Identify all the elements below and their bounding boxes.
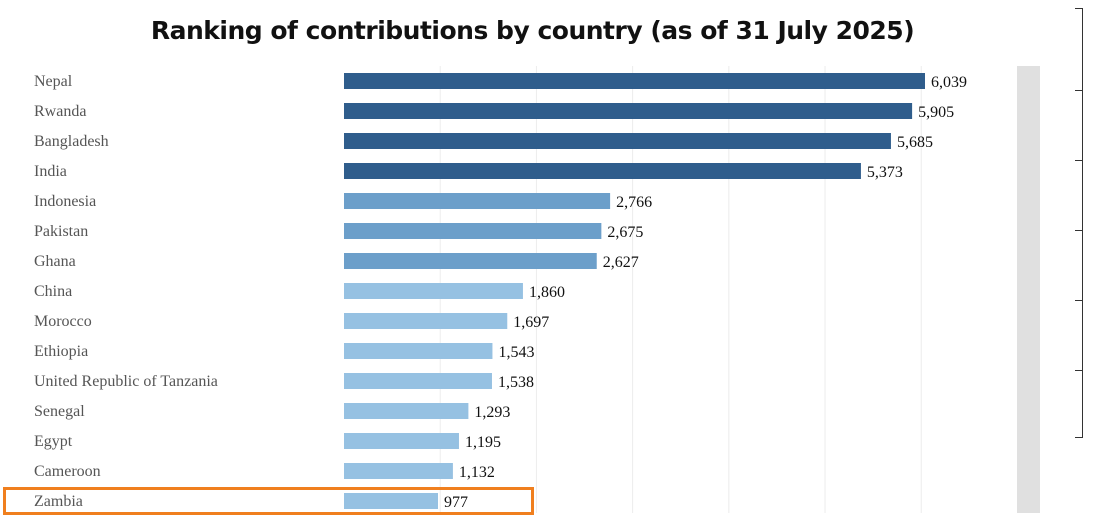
value-labels: 6,039 5,905 5,685 5,373 2,766 2,675 2,627 1,860… [444, 74, 967, 511]
value-label: 1,132 [459, 464, 495, 481]
value-label: 1,538 [498, 374, 534, 391]
bar-egypt[interactable] [344, 433, 459, 449]
category-label: Morocco [34, 313, 92, 330]
bar-zambia[interactable] [344, 493, 438, 509]
value-label: 2,627 [603, 254, 639, 271]
value-label: 2,766 [616, 194, 652, 211]
category-label: Indonesia [34, 193, 96, 210]
category-label: Rwanda [34, 103, 86, 120]
category-label: Nepal [34, 73, 73, 90]
bar-morocco[interactable] [344, 313, 508, 329]
right-axis-tick [1075, 90, 1082, 91]
bar-india[interactable] [344, 163, 861, 179]
value-label: 6,039 [931, 74, 967, 91]
bar-cameroon[interactable] [344, 463, 453, 479]
value-label: 1,543 [498, 344, 534, 361]
bars [344, 73, 925, 509]
value-label: 1,293 [474, 404, 510, 421]
value-label: 1,697 [513, 314, 549, 331]
bar-pakistan[interactable] [344, 223, 602, 239]
value-label: 5,373 [867, 164, 903, 181]
category-label: Ghana [34, 253, 76, 270]
bar-indonesia[interactable] [344, 193, 611, 209]
right-axis-tick [1075, 437, 1082, 438]
category-label: Ethiopia [34, 343, 88, 360]
bar-united-republic-of-tanzania[interactable] [344, 373, 492, 389]
category-label: India [34, 163, 67, 180]
value-label: 5,685 [897, 134, 933, 151]
bar-ethiopia[interactable] [344, 343, 493, 359]
bar-senegal[interactable] [344, 403, 469, 419]
highlight-box-zambia [3, 487, 534, 515]
category-label: Egypt [34, 433, 73, 450]
value-label: 1,860 [529, 284, 565, 301]
value-label: 2,675 [607, 224, 643, 241]
bar-rwanda[interactable] [344, 103, 913, 119]
scrollbar-track[interactable] [1017, 66, 1040, 513]
right-axis-tick [1075, 8, 1082, 9]
category-label: Cameroon [34, 463, 101, 480]
value-label: 5,905 [918, 104, 954, 121]
category-label: China [34, 283, 72, 300]
right-axis-tick [1075, 300, 1082, 301]
category-labels: Nepal Rwanda Bangladesh India Indonesia Pakis… [34, 73, 218, 510]
right-axis-line [1082, 8, 1083, 438]
bar-china[interactable] [344, 283, 523, 299]
right-axis-tick [1075, 370, 1082, 371]
chart-title: Ranking of contributions by country (as … [150, 16, 915, 45]
category-label: United Republic of Tanzania [34, 373, 218, 390]
bar-bangladesh[interactable] [344, 133, 891, 149]
category-label: Zambia [34, 493, 83, 510]
value-label: 1,195 [465, 434, 501, 451]
category-label: Pakistan [34, 223, 88, 240]
right-axis-tick [1075, 160, 1082, 161]
category-label: Bangladesh [34, 133, 109, 150]
bar-nepal[interactable] [344, 73, 925, 89]
right-axis-tick [1075, 230, 1082, 231]
category-label: Senegal [34, 403, 85, 420]
bar-ghana[interactable] [344, 253, 597, 269]
value-label: 977 [444, 494, 468, 511]
